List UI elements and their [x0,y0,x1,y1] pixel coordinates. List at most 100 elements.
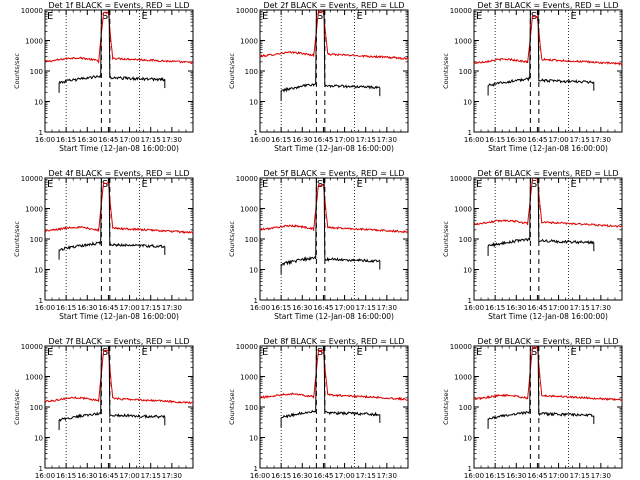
panel-5: Det 5f BLACK = Events, RED = LLD 1 10 100 10… [228,169,409,321]
x-tick-label: 17:30 [591,472,611,480]
annotation-e-left: E [47,179,53,190]
annotation-e-right: E [356,347,362,358]
plot-frame [473,9,623,133]
y-axis-label: Counts/sec [228,221,236,257]
x-tick-label: 17:15 [570,472,590,480]
plot-frame [473,177,623,301]
x-axis-label: Start Time (12-Jan-08 16:00:00) [59,312,179,321]
events-series-line [59,177,165,251]
x-tick-label: 16:30 [77,136,97,144]
x-tick-label: 16:00 [464,304,484,312]
x-tick-label: 17:30 [377,136,397,144]
x-axis-label: Start Time (12-Jan-08 16:00:00) [488,144,608,153]
annotation-s: S [317,11,323,22]
y-axis-label: Counts/sec [228,389,236,425]
panel-7: Det 7f BLACK = Events, RED = LLD 1 10 100 10… [13,337,194,480]
events-series-line [487,177,595,248]
plot-frame [44,177,194,301]
y-tick-label: 1 [254,297,258,305]
y-tick-label: 1 [468,465,472,473]
events-series-line [58,345,166,422]
x-tick-label: 16:45 [98,136,118,144]
y-tick-label: 1 [254,465,258,473]
x-axis-label: Start Time (12-Jan-08 16:00:00) [274,312,394,321]
y-tick-label: 100 [459,404,472,412]
annotation-s: S [317,179,323,190]
x-tick-label: 16:00 [250,472,270,480]
x-tick-label: 16:15 [485,136,505,144]
y-tick-label: 1000 [454,374,472,382]
y-tick-label: 10 [463,435,472,443]
panel-title: Det 5f BLACK = Events, RED = LLD [263,169,404,178]
annotation-e-right: E [141,347,147,358]
events-series-line [487,9,595,87]
y-tick-label: 1000 [25,374,43,382]
x-tick-label: 16:30 [506,136,526,144]
annotation-e-left: E [262,11,268,22]
y-tick-label: 10000 [450,343,472,351]
x-tick-label: 17:30 [377,472,397,480]
x-tick-label: 16:45 [527,304,547,312]
x-tick-label: 16:30 [292,304,312,312]
x-tick-label: 17:30 [162,304,182,312]
x-tick-label: 16:45 [98,472,118,480]
x-tick-label: 17:30 [591,136,611,144]
plot-frame [259,9,409,133]
y-tick-label: 1000 [25,206,43,214]
y-axis-label: Counts/sec [13,389,21,425]
x-tick-label: 17:00 [548,304,568,312]
y-tick-label: 1 [468,297,472,305]
y-tick-label: 1 [39,297,43,305]
panel-1: Det 1f BLACK = Events, RED = LLD 1 10 100 10… [13,1,194,153]
annotation-e-left: E [47,347,53,358]
x-tick-label: 17:30 [591,304,611,312]
panel-9: Det 9f BLACK = Events, RED = LLD 1 10 100 10… [442,337,623,480]
plot-frame [44,345,194,469]
annotation-e-left: E [476,11,482,22]
y-tick-label: 100 [459,236,472,244]
y-axis-label: Counts/sec [13,53,21,89]
y-tick-label: 10000 [450,7,472,15]
panel-title: Det 7f BLACK = Events, RED = LLD [48,337,189,346]
panel-2: Det 2f BLACK = Events, RED = LLD 1 10 100 10… [228,1,409,153]
y-tick-label: 100 [30,236,43,244]
x-tick-label: 17:15 [141,136,161,144]
annotation-s: S [102,11,108,22]
lld-series-line [473,346,623,402]
annotation-s: S [531,347,537,358]
y-tick-label: 1000 [240,38,258,46]
x-tick-label: 16:00 [250,136,270,144]
x-axis-label: Start Time (12-Jan-08 16:00:00) [488,312,608,321]
x-tick-label: 17:15 [141,304,161,312]
y-tick-label: 10000 [21,175,43,183]
annotation-e-right: E [570,11,576,22]
events-series-line [280,345,381,419]
y-tick-label: 1000 [240,206,258,214]
y-tick-label: 10 [249,99,258,107]
x-axis-label: Start Time (12-Jan-08 16:00:00) [274,144,394,153]
y-tick-label: 10000 [21,343,43,351]
annotation-s: S [102,179,108,190]
lld-series-line [44,349,193,405]
x-tick-label: 16:15 [485,304,505,312]
x-tick-label: 17:00 [334,472,354,480]
lld-series-line [44,182,194,234]
x-tick-label: 16:45 [313,472,333,480]
x-tick-label: 16:00 [464,136,484,144]
x-tick-label: 16:15 [56,304,76,312]
annotation-e-left: E [476,347,482,358]
x-tick-label: 16:15 [271,136,291,144]
y-tick-label: 10 [463,99,472,107]
y-axis-label: Counts/sec [442,389,450,425]
x-tick-label: 17:30 [377,304,397,312]
lld-series-line [259,9,409,60]
y-tick-label: 1000 [240,374,258,382]
y-tick-label: 100 [459,68,472,76]
panel-6: Det 6f BLACK = Events, RED = LLD 1 10 100 10… [442,169,623,321]
events-series-line [488,345,595,420]
x-tick-label: 16:00 [35,472,55,480]
annotation-s: S [102,347,108,358]
plot-frame [259,177,409,301]
events-series-line [280,177,381,267]
annotation-e-right: E [141,11,147,22]
